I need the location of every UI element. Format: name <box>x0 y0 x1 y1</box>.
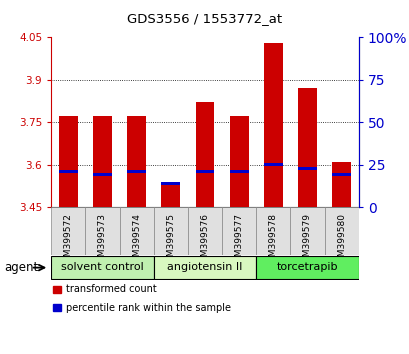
Text: agent: agent <box>4 261 38 274</box>
Bar <box>161 183 180 207</box>
Bar <box>195 170 214 173</box>
Text: transformed count: transformed count <box>65 284 156 294</box>
Text: GSM399579: GSM399579 <box>302 213 311 268</box>
Text: GSM399577: GSM399577 <box>234 213 243 268</box>
FancyBboxPatch shape <box>153 256 256 279</box>
FancyBboxPatch shape <box>51 256 153 279</box>
FancyBboxPatch shape <box>222 207 256 255</box>
FancyBboxPatch shape <box>187 207 222 255</box>
Bar <box>59 116 78 207</box>
FancyBboxPatch shape <box>324 207 358 255</box>
Bar <box>195 102 214 207</box>
Text: GSM399574: GSM399574 <box>132 213 141 268</box>
Text: GSM399576: GSM399576 <box>200 213 209 268</box>
Bar <box>297 88 316 207</box>
Bar <box>297 167 316 170</box>
FancyBboxPatch shape <box>85 207 119 255</box>
Bar <box>127 170 146 173</box>
Text: percentile rank within the sample: percentile rank within the sample <box>65 303 230 313</box>
Bar <box>53 286 61 293</box>
Bar <box>127 116 146 207</box>
FancyBboxPatch shape <box>256 256 358 279</box>
Text: torcetrapib: torcetrapib <box>276 262 337 272</box>
FancyBboxPatch shape <box>153 207 187 255</box>
Bar <box>229 170 248 173</box>
Text: solvent control: solvent control <box>61 262 144 272</box>
Text: GDS3556 / 1553772_at: GDS3556 / 1553772_at <box>127 12 282 25</box>
Bar <box>93 116 112 207</box>
Bar <box>263 163 282 166</box>
Text: GSM399580: GSM399580 <box>336 213 345 268</box>
Text: GSM399573: GSM399573 <box>98 213 107 268</box>
FancyBboxPatch shape <box>290 207 324 255</box>
Text: GSM399572: GSM399572 <box>64 213 73 268</box>
Text: GSM399575: GSM399575 <box>166 213 175 268</box>
Bar <box>229 116 248 207</box>
Text: angiotensin II: angiotensin II <box>167 262 242 272</box>
Bar <box>93 173 112 176</box>
Bar <box>263 43 282 207</box>
Text: GSM399578: GSM399578 <box>268 213 277 268</box>
FancyBboxPatch shape <box>119 207 153 255</box>
Bar <box>161 182 180 185</box>
Bar <box>331 162 350 207</box>
Bar <box>59 170 78 173</box>
Bar <box>331 173 350 176</box>
Bar <box>53 304 61 311</box>
FancyBboxPatch shape <box>256 207 290 255</box>
FancyBboxPatch shape <box>51 207 85 255</box>
